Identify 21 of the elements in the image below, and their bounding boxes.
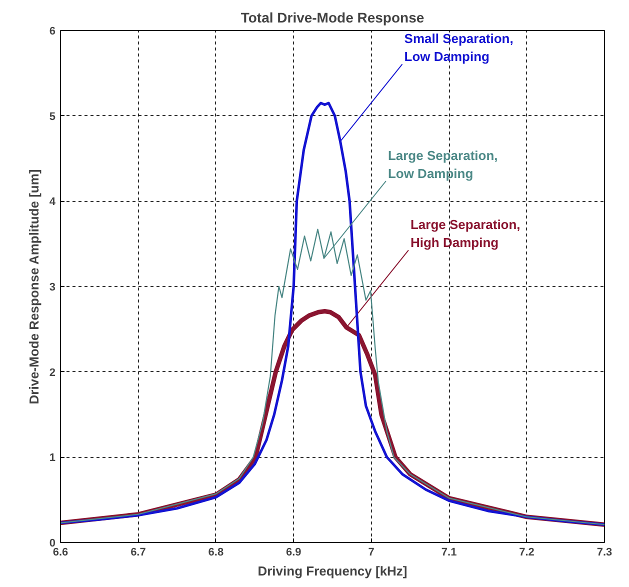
x-tick-label: 7.3 xyxy=(596,546,612,558)
y-tick-label: 1 xyxy=(49,452,56,464)
x-tick-label: 6.8 xyxy=(208,546,224,558)
text: Small Separation, Low Damping xyxy=(404,31,514,64)
x-tick-label: 7.2 xyxy=(519,546,534,558)
chart-title: Total Drive-Mode Response xyxy=(240,10,424,26)
text: Large Separation, High Damping xyxy=(410,217,520,250)
text: Large Separation, Low Damping xyxy=(388,148,498,182)
y-tick-label: 5 xyxy=(49,110,56,123)
x-tick-label: 7.1 xyxy=(441,546,457,558)
x-axis-title: Driving Frequency [kHz] xyxy=(258,564,408,578)
x-tick-label: 6.6 xyxy=(52,546,68,558)
y-tick-label: 6 xyxy=(49,26,56,38)
x-tick-label: 6.9 xyxy=(286,546,302,558)
x-tick-label: 7 xyxy=(368,546,374,558)
y-tick-label: 4 xyxy=(49,196,56,208)
y-tick-label: 2 xyxy=(49,366,56,379)
y-tick-label: 3 xyxy=(49,282,56,294)
x-tick-label: 6.7 xyxy=(130,546,146,558)
y-axis-title: Drive-Mode Response Amplitude [um] xyxy=(26,169,42,404)
y-tick-label: 0 xyxy=(49,538,56,550)
